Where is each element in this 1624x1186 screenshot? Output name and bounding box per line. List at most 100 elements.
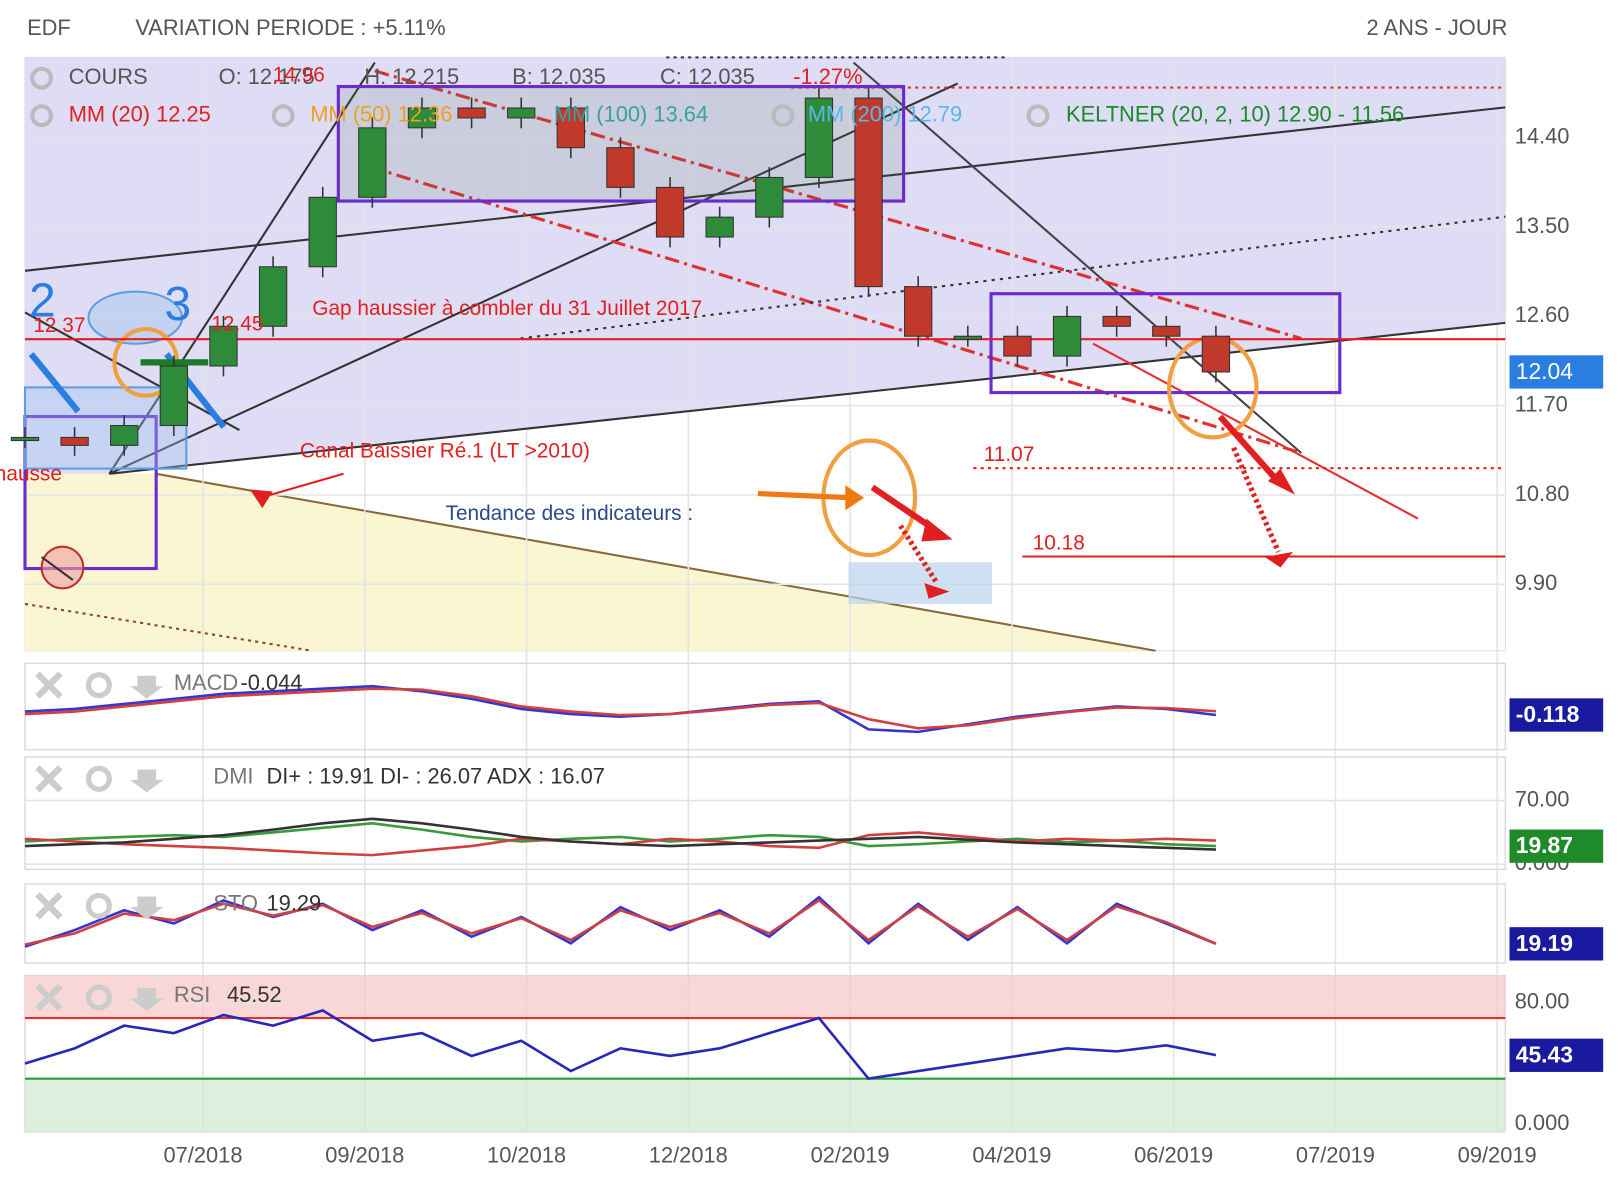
value-badge <box>1509 829 1604 863</box>
value-badge-label: -0.118 <box>1516 701 1580 727</box>
legend-item: -1.27% <box>793 64 862 89</box>
close-icon[interactable] <box>35 765 63 793</box>
settings-icon[interactable] <box>85 892 112 919</box>
trend-line <box>24 602 313 652</box>
arrow-head <box>249 489 273 509</box>
indicator-line <box>24 895 1217 948</box>
y-tick-label: 12.60 <box>1515 302 1570 327</box>
indicator-panel: MACD -0.044 -0.118 <box>24 662 1604 751</box>
annotation: 14.96 <box>273 64 325 87</box>
move-icon[interactable] <box>130 769 164 793</box>
trend-line <box>155 472 1156 652</box>
legend-item: MM (100) 13.64 <box>554 101 708 126</box>
value-badge-label: 19.87 <box>1516 832 1573 858</box>
symbol: EDF <box>27 15 71 40</box>
settings-icon[interactable] <box>30 66 54 90</box>
arrow-head <box>924 583 950 599</box>
indicator-label: DMI <box>213 764 253 789</box>
legend-item: MM (20) 12.25 <box>69 101 211 126</box>
trend-line <box>1092 342 1419 520</box>
indicator-panel: 80.00 0.000 RSI 45.52 45.43 <box>24 974 1604 1135</box>
candle <box>159 365 189 427</box>
price-badge <box>1509 355 1604 389</box>
annotation: 3 <box>164 278 191 331</box>
level-label: 12.37 <box>33 314 85 337</box>
arrow-head <box>845 485 865 511</box>
x-tick-label: 02/2019 <box>811 1142 890 1167</box>
range-box <box>989 292 1342 395</box>
candle <box>1003 335 1032 357</box>
indicator-line <box>24 687 1217 730</box>
legend-item: H: 12.215 <box>364 64 459 89</box>
arrow-head <box>1267 468 1296 495</box>
annotation: 2 <box>29 275 56 328</box>
x-tick-label: 04/2019 <box>972 1142 1051 1167</box>
highlight-box <box>848 562 993 604</box>
y-tick-label: 14.40 <box>1515 124 1570 149</box>
level-label: 11.07 <box>984 443 1035 466</box>
candle <box>457 107 486 119</box>
close-icon[interactable] <box>35 671 63 699</box>
settings-icon[interactable] <box>271 104 295 128</box>
candle <box>655 186 685 238</box>
price-badge-label: 12.04 <box>1516 358 1574 384</box>
settings-icon[interactable] <box>1026 104 1050 128</box>
arrow <box>28 352 81 414</box>
indicator-line <box>24 821 1216 848</box>
level-zone <box>24 1078 1506 1132</box>
candle <box>407 107 437 129</box>
indicator-line <box>24 817 1216 851</box>
candle <box>110 425 139 446</box>
indicator-value: 19.29 <box>267 891 322 916</box>
annotation: 12.45 <box>211 312 263 335</box>
value-badge <box>1509 927 1604 961</box>
arrow <box>259 472 344 499</box>
candle <box>507 107 536 119</box>
close-icon[interactable] <box>35 892 63 920</box>
highlight-circle <box>40 545 85 590</box>
arrow <box>1217 414 1283 487</box>
period: 2 ANS - JOUR <box>1366 15 1507 40</box>
highlight-box <box>23 386 188 470</box>
candle <box>258 266 288 327</box>
indicator-value: -0.044 <box>240 670 302 695</box>
move-icon[interactable] <box>130 988 164 1011</box>
trend-line <box>852 61 1302 454</box>
indicator-panel: STO 19.29 19.19 <box>24 883 1604 964</box>
legend-item: C: 12.035 <box>660 64 755 89</box>
indicator-label: STO <box>213 891 258 916</box>
indicator-label: RSI <box>174 982 210 1007</box>
move-icon[interactable] <box>130 675 164 699</box>
legend-item: MM (50) 12.36 <box>310 101 452 126</box>
trend-line <box>108 62 376 475</box>
move-icon[interactable] <box>130 896 164 920</box>
arrow <box>898 524 940 585</box>
channel-zone <box>24 57 1506 490</box>
trend-line <box>41 556 74 581</box>
y-tick-label: 70.00 <box>1515 786 1570 811</box>
legend-item: O: 12.175 <box>219 64 315 89</box>
legend: COURS O: 12.175 H: 12.215 B: 12.035 C: 1… <box>30 64 1404 128</box>
annotation: Canal Baissier Ré.1 (LT >2010) <box>300 439 590 462</box>
candle <box>904 286 933 337</box>
arrow-head <box>921 518 953 542</box>
settings-icon[interactable] <box>85 672 112 699</box>
legend-item: KELTNER (20, 2, 10) 12.90 - 11.56 <box>1066 101 1404 126</box>
candle <box>1102 315 1131 327</box>
settings-icon[interactable] <box>85 984 112 1011</box>
candle <box>854 97 883 288</box>
candle <box>60 436 89 446</box>
settings-icon[interactable] <box>85 765 112 792</box>
y-tick-label: 11.70 <box>1515 391 1568 416</box>
arrow <box>757 490 852 501</box>
y-tick-label: 9.90 <box>1515 570 1558 595</box>
annotation: Gap haussier à combler du 31 Juillet 201… <box>312 297 702 320</box>
panel-frame <box>24 883 1507 964</box>
settings-icon[interactable] <box>771 104 795 128</box>
settings-icon[interactable] <box>30 104 54 128</box>
indicator-panel: 70.000.000DMIDI+ : 19.91 DI- : 26.07 ADX… <box>24 756 1604 875</box>
value-badge <box>1509 1038 1604 1072</box>
close-icon[interactable] <box>35 983 63 1012</box>
support-zone <box>24 473 1156 651</box>
